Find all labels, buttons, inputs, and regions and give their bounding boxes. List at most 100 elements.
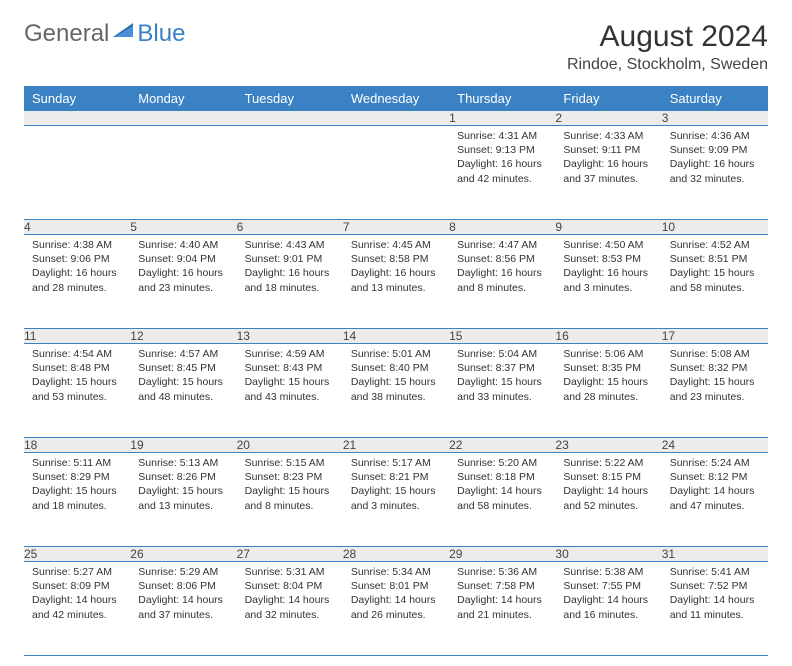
week-row: Sunrise: 4:54 AMSunset: 8:48 PMDaylight:… (24, 344, 768, 438)
day-number: 12 (130, 329, 236, 344)
day-details: Sunrise: 5:29 AMSunset: 8:06 PMDaylight:… (130, 562, 236, 628)
week-row: Sunrise: 4:38 AMSunset: 9:06 PMDaylight:… (24, 235, 768, 329)
day-number: 26 (130, 547, 236, 562)
brand-logo: General Blue (24, 20, 185, 48)
day-number (343, 111, 449, 126)
header: General Blue August 2024 Rindoe, Stockho… (24, 20, 768, 74)
day-cell: Sunrise: 4:57 AMSunset: 8:45 PMDaylight:… (130, 344, 236, 438)
day-details: Sunrise: 5:41 AMSunset: 7:52 PMDaylight:… (662, 562, 768, 628)
day-cell: Sunrise: 5:11 AMSunset: 8:29 PMDaylight:… (24, 453, 130, 547)
day-cell: Sunrise: 4:38 AMSunset: 9:06 PMDaylight:… (24, 235, 130, 329)
day-cell: Sunrise: 4:31 AMSunset: 9:13 PMDaylight:… (449, 126, 555, 220)
brand-part2: Blue (137, 20, 185, 48)
day-cell: Sunrise: 5:08 AMSunset: 8:32 PMDaylight:… (662, 344, 768, 438)
day-details: Sunrise: 4:36 AMSunset: 9:09 PMDaylight:… (662, 126, 768, 192)
day-cell: Sunrise: 5:38 AMSunset: 7:55 PMDaylight:… (555, 562, 661, 656)
day-number: 25 (24, 547, 130, 562)
calendar-thead: SundayMondayTuesdayWednesdayThursdayFrid… (24, 86, 768, 111)
day-number: 4 (24, 220, 130, 235)
day-details: Sunrise: 5:20 AMSunset: 8:18 PMDaylight:… (449, 453, 555, 519)
day-details: Sunrise: 5:24 AMSunset: 8:12 PMDaylight:… (662, 453, 768, 519)
day-cell: Sunrise: 4:40 AMSunset: 9:04 PMDaylight:… (130, 235, 236, 329)
day-cell: Sunrise: 5:17 AMSunset: 8:21 PMDaylight:… (343, 453, 449, 547)
day-number: 19 (130, 438, 236, 453)
day-details: Sunrise: 4:43 AMSunset: 9:01 PMDaylight:… (237, 235, 343, 301)
day-cell: Sunrise: 5:24 AMSunset: 8:12 PMDaylight:… (662, 453, 768, 547)
day-details: Sunrise: 4:40 AMSunset: 9:04 PMDaylight:… (130, 235, 236, 301)
day-details: Sunrise: 4:52 AMSunset: 8:51 PMDaylight:… (662, 235, 768, 301)
day-details: Sunrise: 5:15 AMSunset: 8:23 PMDaylight:… (237, 453, 343, 519)
day-number (24, 111, 130, 126)
day-number: 8 (449, 220, 555, 235)
day-number: 20 (237, 438, 343, 453)
brand-part1: General (24, 20, 109, 48)
day-number: 29 (449, 547, 555, 562)
day-details: Sunrise: 5:31 AMSunset: 8:04 PMDaylight:… (237, 562, 343, 628)
day-number: 30 (555, 547, 661, 562)
day-number: 11 (24, 329, 130, 344)
calendar-table: SundayMondayTuesdayWednesdayThursdayFrid… (24, 86, 768, 656)
day-cell: Sunrise: 4:59 AMSunset: 8:43 PMDaylight:… (237, 344, 343, 438)
day-cell: Sunrise: 5:22 AMSunset: 8:15 PMDaylight:… (555, 453, 661, 547)
day-number (237, 111, 343, 126)
day-cell: Sunrise: 5:27 AMSunset: 8:09 PMDaylight:… (24, 562, 130, 656)
weekday-header: Friday (555, 86, 661, 111)
day-details: Sunrise: 4:33 AMSunset: 9:11 PMDaylight:… (555, 126, 661, 192)
day-details: Sunrise: 4:50 AMSunset: 8:53 PMDaylight:… (555, 235, 661, 301)
week-row: Sunrise: 4:31 AMSunset: 9:13 PMDaylight:… (24, 126, 768, 220)
day-cell (343, 126, 449, 220)
weekday-row: SundayMondayTuesdayWednesdayThursdayFrid… (24, 86, 768, 111)
day-details: Sunrise: 5:17 AMSunset: 8:21 PMDaylight:… (343, 453, 449, 519)
day-details: Sunrise: 4:59 AMSunset: 8:43 PMDaylight:… (237, 344, 343, 410)
daynum-row: 25262728293031 (24, 547, 768, 562)
day-details: Sunrise: 5:11 AMSunset: 8:29 PMDaylight:… (24, 453, 130, 519)
day-cell: Sunrise: 5:29 AMSunset: 8:06 PMDaylight:… (130, 562, 236, 656)
daynum-row: 11121314151617 (24, 329, 768, 344)
day-cell: Sunrise: 4:43 AMSunset: 9:01 PMDaylight:… (237, 235, 343, 329)
day-cell: Sunrise: 4:36 AMSunset: 9:09 PMDaylight:… (662, 126, 768, 220)
day-details: Sunrise: 4:47 AMSunset: 8:56 PMDaylight:… (449, 235, 555, 301)
day-cell: Sunrise: 5:20 AMSunset: 8:18 PMDaylight:… (449, 453, 555, 547)
day-details: Sunrise: 5:27 AMSunset: 8:09 PMDaylight:… (24, 562, 130, 628)
day-number: 3 (662, 111, 768, 126)
logo-triangle-icon (113, 21, 135, 39)
week-row: Sunrise: 5:27 AMSunset: 8:09 PMDaylight:… (24, 562, 768, 656)
day-cell: Sunrise: 5:15 AMSunset: 8:23 PMDaylight:… (237, 453, 343, 547)
weekday-header: Thursday (449, 86, 555, 111)
day-cell: Sunrise: 5:06 AMSunset: 8:35 PMDaylight:… (555, 344, 661, 438)
day-number: 14 (343, 329, 449, 344)
day-number: 9 (555, 220, 661, 235)
day-number: 13 (237, 329, 343, 344)
day-cell: Sunrise: 5:41 AMSunset: 7:52 PMDaylight:… (662, 562, 768, 656)
day-number: 21 (343, 438, 449, 453)
day-cell: Sunrise: 4:33 AMSunset: 9:11 PMDaylight:… (555, 126, 661, 220)
day-details: Sunrise: 4:31 AMSunset: 9:13 PMDaylight:… (449, 126, 555, 192)
day-cell: Sunrise: 5:36 AMSunset: 7:58 PMDaylight:… (449, 562, 555, 656)
calendar-body: 123Sunrise: 4:31 AMSunset: 9:13 PMDaylig… (24, 111, 768, 656)
weekday-header: Sunday (24, 86, 130, 111)
daynum-row: 45678910 (24, 220, 768, 235)
weekday-header: Saturday (662, 86, 768, 111)
daynum-row: 123 (24, 111, 768, 126)
title-block: August 2024 Rindoe, Stockholm, Sweden (567, 20, 768, 74)
day-number: 22 (449, 438, 555, 453)
day-details: Sunrise: 5:04 AMSunset: 8:37 PMDaylight:… (449, 344, 555, 410)
day-number: 28 (343, 547, 449, 562)
day-cell: Sunrise: 5:01 AMSunset: 8:40 PMDaylight:… (343, 344, 449, 438)
day-number: 6 (237, 220, 343, 235)
day-details: Sunrise: 5:13 AMSunset: 8:26 PMDaylight:… (130, 453, 236, 519)
daynum-row: 18192021222324 (24, 438, 768, 453)
day-number (130, 111, 236, 126)
day-details: Sunrise: 5:06 AMSunset: 8:35 PMDaylight:… (555, 344, 661, 410)
day-number: 10 (662, 220, 768, 235)
day-number: 23 (555, 438, 661, 453)
day-cell: Sunrise: 4:54 AMSunset: 8:48 PMDaylight:… (24, 344, 130, 438)
month-title: August 2024 (567, 20, 768, 54)
day-cell: Sunrise: 5:04 AMSunset: 8:37 PMDaylight:… (449, 344, 555, 438)
day-number: 17 (662, 329, 768, 344)
day-cell: Sunrise: 4:50 AMSunset: 8:53 PMDaylight:… (555, 235, 661, 329)
day-cell (130, 126, 236, 220)
day-cell: Sunrise: 5:31 AMSunset: 8:04 PMDaylight:… (237, 562, 343, 656)
day-cell (237, 126, 343, 220)
day-number: 27 (237, 547, 343, 562)
